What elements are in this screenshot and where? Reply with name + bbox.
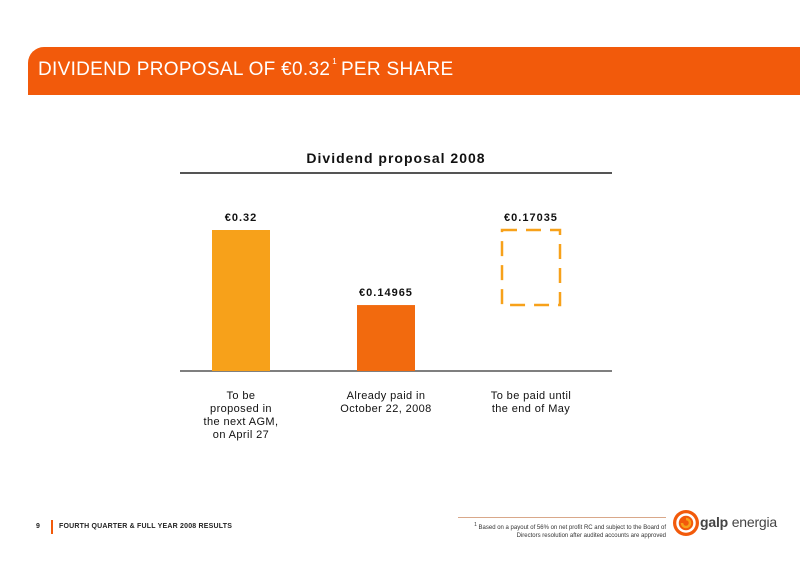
galp-logo-icon xyxy=(673,510,699,536)
chart-title-rule xyxy=(180,172,612,174)
footnote-text: Based on a payout of 56% on net profit R… xyxy=(478,525,666,539)
data-label-3: €0.17035 xyxy=(504,212,558,224)
bar-1 xyxy=(212,230,270,371)
data-label-2: €0.14965 xyxy=(359,287,413,299)
bar-2 xyxy=(357,305,415,371)
slide-title: DIVIDEND PROPOSAL OF €0.32 1 PER SHARE xyxy=(38,57,454,80)
footnote-marker: 1 xyxy=(474,522,477,528)
page-number: 9 xyxy=(36,523,40,530)
category-label-1: To be proposed in the next AGM, on April 27 xyxy=(203,390,279,441)
data-label-1: €0.32 xyxy=(225,212,258,224)
title-footnote-marker: 1 xyxy=(332,57,337,66)
footnote: 1 Based on a payout of 56% on net profit… xyxy=(458,521,666,540)
footnote-rule xyxy=(458,517,666,518)
footer-text: FOURTH QUARTER & FULL YEAR 2008 RESULTS xyxy=(59,523,233,530)
category-label-3: To be paid until the end of May xyxy=(490,390,572,415)
bar-3 xyxy=(500,228,562,307)
category-label-2: Already paid in October 22, 2008 xyxy=(340,390,432,415)
footer-divider xyxy=(51,520,53,534)
chart-title: Dividend proposal 2008 xyxy=(306,150,486,166)
logo-text: galp energia xyxy=(700,514,777,530)
title-banner: DIVIDEND PROPOSAL OF €0.32 1 PER SHARE xyxy=(28,47,800,95)
